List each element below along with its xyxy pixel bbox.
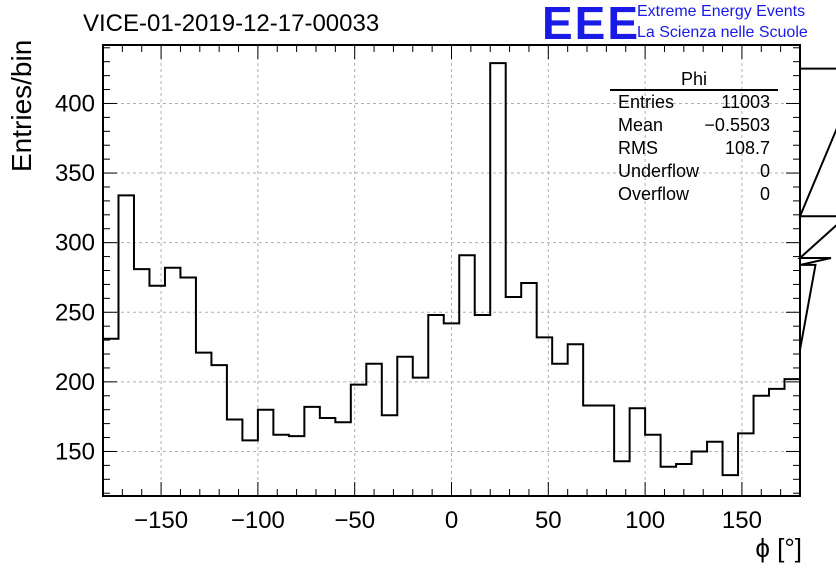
x-tick-label: 150 <box>722 507 762 534</box>
stats-label: Mean <box>618 115 664 135</box>
stats-label: RMS <box>618 138 658 158</box>
histogram-bin <box>165 268 180 496</box>
histogram-bin <box>196 353 211 496</box>
stats-value: −0.5503 <box>704 115 770 135</box>
x-tick-label: 50 <box>535 507 562 534</box>
histogram-bin <box>320 418 335 496</box>
histogram-bin <box>645 435 660 496</box>
histogram-bin <box>258 410 273 496</box>
x-tick-label: −150 <box>134 507 188 534</box>
histogram-bin <box>630 408 645 496</box>
histogram-bin <box>490 63 505 496</box>
grid-lines <box>103 45 800 496</box>
stats-label: Underflow <box>618 161 700 181</box>
y-tick-label: 350 <box>55 160 95 187</box>
histogram-bin <box>103 339 118 496</box>
histogram-bin <box>351 385 366 496</box>
stats-box: Phi Entries 11003 Mean −0.5503 RMS 108.7… <box>610 69 778 206</box>
histogram-bin <box>506 297 521 496</box>
histogram-bin <box>180 277 195 496</box>
histogram-bin <box>134 269 149 496</box>
histogram-bin <box>568 344 583 496</box>
histogram-bin <box>242 440 257 496</box>
logo-line-1: Extreme Energy Events <box>637 3 806 20</box>
histogram-bin <box>273 435 288 496</box>
histogram-line <box>103 62 836 477</box>
x-tick-label: 100 <box>625 507 665 534</box>
stats-value: 11003 <box>721 92 770 112</box>
stats-value: 0 <box>759 184 770 204</box>
x-tick-label: −100 <box>231 507 285 534</box>
histogram-bin <box>661 467 676 496</box>
histogram-bin <box>382 415 397 496</box>
histogram-bin <box>366 364 381 496</box>
histogram-bin <box>444 323 459 496</box>
chart-title: VICE-01-2019-12-17-00033 <box>83 10 380 37</box>
histogram-bin <box>583 406 598 496</box>
histogram-bin <box>723 475 738 496</box>
histogram-bin <box>754 396 769 496</box>
y-tick-label: 400 <box>55 90 95 117</box>
histogram-bin <box>118 195 133 496</box>
histogram-bin <box>289 436 304 496</box>
histogram-bin <box>521 283 536 496</box>
tick-labels: −150 −100 −50 0 50 100 150 150 200 250 300 350 400 <box>55 90 762 534</box>
histogram-bin <box>459 255 474 496</box>
histogram-bin <box>413 378 428 496</box>
stats-label: Entries <box>618 92 675 112</box>
stats-row-overflow: Overflow 0 <box>610 183 778 206</box>
histogram-bin <box>769 389 784 496</box>
histogram-bin <box>211 365 226 496</box>
histogram-bin <box>397 357 412 496</box>
x-tick-label: 0 <box>445 507 458 534</box>
stats-row-underflow: Underflow 0 <box>610 160 778 183</box>
stats-value: 0 <box>759 161 770 181</box>
histogram-bin <box>537 337 552 496</box>
stats-value: 108.7 <box>724 138 770 158</box>
histogram-bin <box>475 315 490 496</box>
histogram-bin <box>335 422 350 496</box>
stats-row-entries: Entries 11003 <box>610 91 778 114</box>
histogram-bin <box>304 407 319 496</box>
y-tick-label: 300 <box>55 230 95 257</box>
histogram-bin <box>227 419 242 496</box>
eee-logo: EEE <box>542 0 641 49</box>
y-tick-label: 200 <box>55 369 95 396</box>
y-axis-label: Entries/bin <box>6 39 37 172</box>
histogram-bin <box>428 315 443 496</box>
stats-row-rms: RMS 108.7 <box>610 137 778 160</box>
stats-row-mean: Mean −0.5503 <box>610 114 778 137</box>
histogram-bin <box>149 286 164 496</box>
stats-title: Phi <box>610 69 778 91</box>
histogram-bin <box>707 442 722 496</box>
y-tick-label: 250 <box>55 299 95 326</box>
histogram-bin <box>614 461 629 496</box>
histogram-bin <box>599 406 614 496</box>
histogram-bin <box>738 433 753 496</box>
histogram-bin <box>692 451 707 496</box>
stats-label: Overflow <box>618 184 690 204</box>
histogram-bin <box>552 364 567 496</box>
x-axis-label: ϕ [°] <box>755 533 802 563</box>
y-tick-label: 150 <box>55 438 95 465</box>
x-tick-label: −50 <box>334 507 375 534</box>
axis-ticks <box>102 45 801 496</box>
logo-line-2: La Scienza nelle Scuole <box>637 24 808 41</box>
